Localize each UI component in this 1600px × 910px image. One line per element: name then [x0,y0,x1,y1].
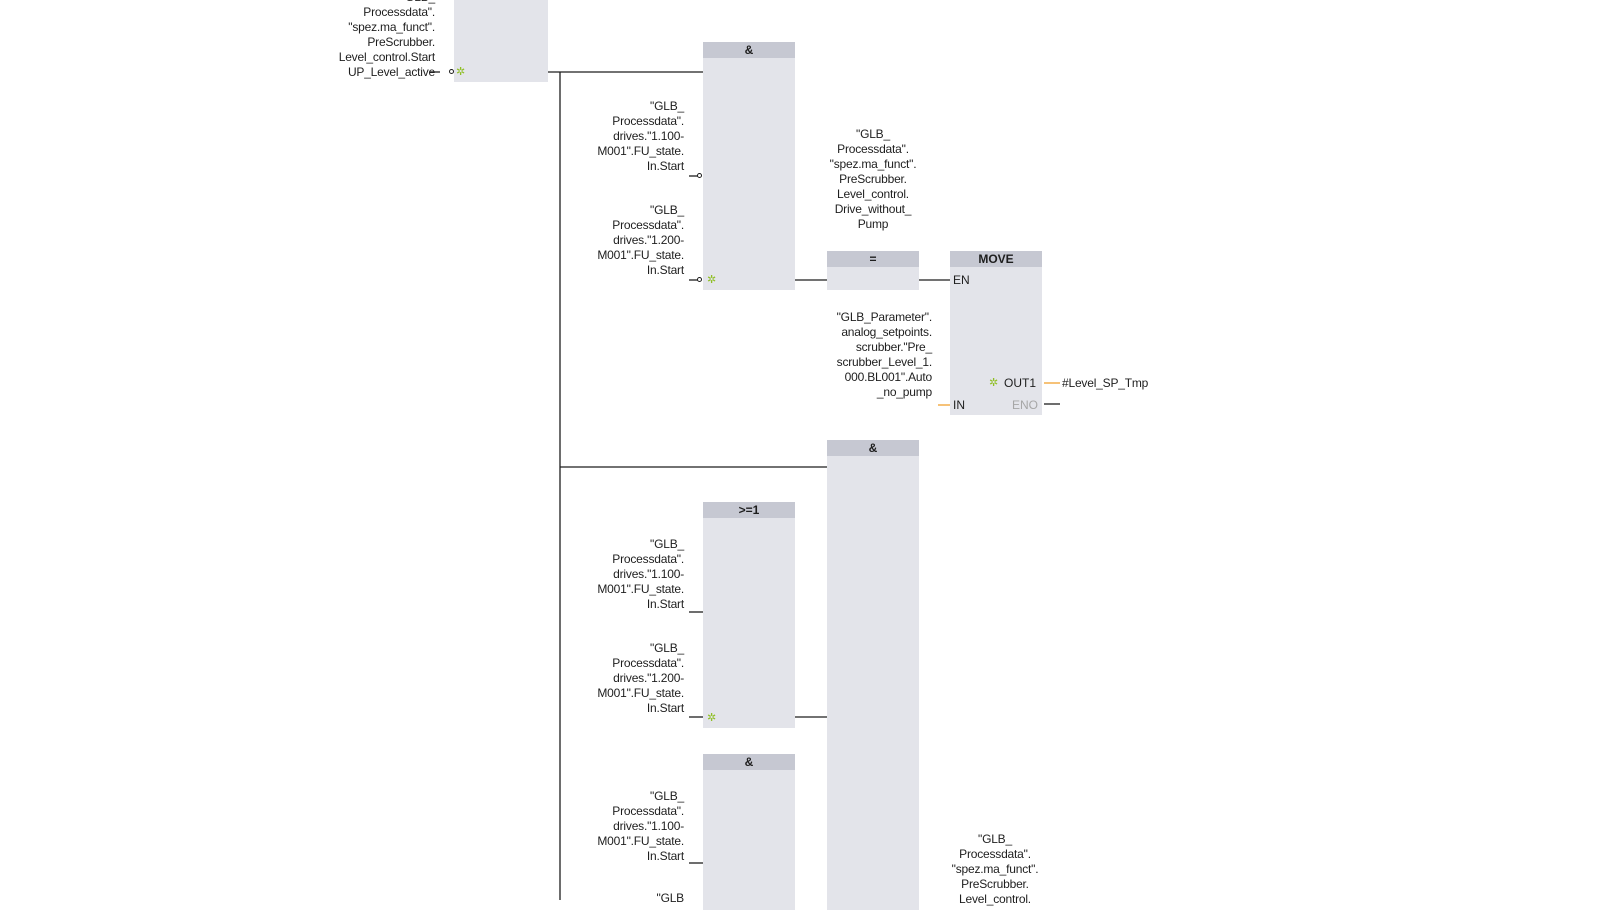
or-block-header: >=1 [703,502,795,518]
move-block[interactable]: MOVE [950,251,1042,415]
operand-fu-1200-start-a: "GLB_ Processdata". drives."1.200- M001"… [597,203,684,277]
or-block[interactable]: >=1 [703,502,795,728]
move-block-header: MOVE [950,251,1042,267]
assign-block[interactable]: = [827,251,919,290]
operand-fu-1200-start-b: "GLB_ Processdata". drives."1.200- M001"… [597,641,684,715]
operand-level-control-bottom: "GLB_ Processdata". "spez.ma_funct". Pre… [951,832,1039,906]
and-block-2[interactable]: & [827,440,919,910]
negation-marker [449,69,454,74]
block-partial-top[interactable] [454,0,548,82]
operand-fu-1100-start-b: "GLB_ Processdata". drives."1.100- M001"… [597,537,684,611]
operand-drive-without-pump: "GLB_ Processdata". "spez.ma_funct". Pre… [829,127,917,231]
edge-marker-icon: ✲ [456,66,466,78]
negation-marker [697,173,702,178]
operand-level-sp-tmp: #Level_SP_Tmp [1062,376,1149,390]
operand-fu-1100-start-a: "GLB_ Processdata". drives."1.100- M001"… [597,99,684,173]
operand-glb-partial: "GLB [656,891,685,905]
and-block-2-header: & [827,440,919,456]
move-pin-eno[interactable]: ENO [1012,398,1039,412]
and-block-3-header: & [703,754,795,770]
and-block-3[interactable]: & [703,754,795,910]
negation-marker [697,277,702,282]
assign-block-header: = [827,251,919,267]
and-block-1[interactable]: & [703,42,795,290]
operand-auto-no-pump: "GLB_Parameter". analog_setpoints. scrub… [836,310,933,399]
edge-marker-icon: ✲ [989,377,999,389]
and-block-1-header: & [703,42,795,58]
edge-marker-icon: ✲ [707,274,717,286]
edge-marker-icon: ✲ [707,712,717,724]
move-pin-en[interactable]: EN [953,273,970,287]
move-pin-in[interactable]: IN [953,398,965,412]
operand-fu-1100-start-c: "GLB_ Processdata". drives."1.100- M001"… [597,789,684,863]
move-pin-out1[interactable]: OUT1 [1004,376,1037,390]
operand-startup-level-active: "GLB_ Processdata". "spez.ma_funct". Pre… [338,0,435,79]
